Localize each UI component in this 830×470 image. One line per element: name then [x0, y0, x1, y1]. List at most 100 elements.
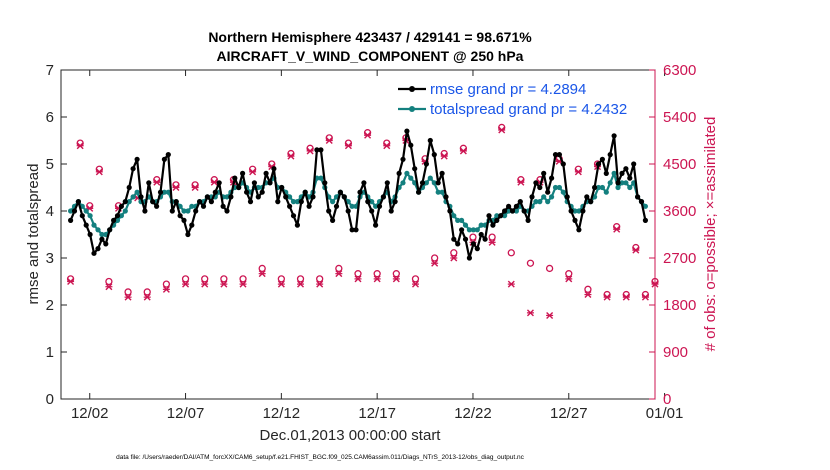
y-left-tick-label: 2 — [46, 297, 54, 314]
rmse-point — [576, 227, 582, 233]
x-axis-label: Dec.01,2013 00:00:00 start — [260, 427, 442, 444]
data-file-footer: data file: /Users/raeder/DAI/ATM_forcXX/… — [116, 454, 525, 461]
rmse-point — [259, 189, 265, 195]
obs-possible-point — [488, 233, 496, 241]
rmse-point — [580, 208, 586, 214]
obs-assimilated-point — [574, 168, 582, 176]
obs-possible-point — [181, 275, 190, 283]
rmse-point — [298, 199, 304, 205]
rmse-point — [173, 199, 179, 205]
rmse-point — [462, 236, 469, 242]
rmse-point — [204, 194, 210, 200]
y-left-tick-label: 3 — [46, 250, 54, 267]
rmse-point — [244, 189, 250, 195]
rmse-point — [599, 156, 606, 162]
totalspread-point — [451, 213, 457, 219]
rmse-point — [455, 241, 461, 247]
obs-assimilated-point — [488, 238, 496, 246]
rmse-point — [541, 170, 547, 176]
totalspread-point — [459, 217, 465, 223]
rmse-point — [240, 170, 246, 176]
rmse-point — [384, 180, 390, 186]
rmse-point — [142, 208, 148, 214]
obs-assimilated-point — [182, 280, 190, 288]
obs-assimilated-point — [450, 254, 458, 262]
rmse-point — [537, 184, 543, 191]
rmse-point — [310, 194, 316, 200]
y-left-axis-label: rmse and totalspread — [25, 164, 42, 305]
rmse-point — [474, 246, 480, 252]
obs-assimilated-point — [622, 293, 630, 301]
totalspread-point — [466, 227, 472, 233]
rmse-point — [584, 194, 590, 200]
obs-possible-point — [162, 280, 171, 288]
chart-title: Northern Hemisphere 423437 / 429141 = 98… — [208, 29, 532, 45]
rmse-point — [353, 227, 359, 233]
rmse-point — [169, 208, 175, 214]
totalspread-point — [431, 180, 437, 186]
rmse-point — [228, 194, 234, 200]
rmse-point — [118, 203, 124, 209]
x-tick-label: 12/12 — [263, 405, 301, 422]
rmse-point — [138, 194, 144, 200]
obs-assimilated-point — [124, 293, 132, 301]
rmse-point — [114, 213, 121, 219]
rmse-point — [150, 199, 156, 205]
rmse-point — [635, 194, 641, 200]
rmse-point — [478, 231, 484, 238]
rmse-point — [595, 161, 602, 167]
totalspread-point — [494, 213, 500, 219]
rmse-point — [486, 213, 492, 219]
rmse-point — [107, 227, 113, 233]
totalspread-point — [400, 180, 406, 186]
totalspread-point — [611, 170, 617, 176]
obs-assimilated-point — [613, 225, 621, 233]
obs-possible-point — [239, 275, 247, 283]
rmse-point — [247, 199, 254, 205]
rmse-point — [502, 208, 508, 214]
rmse-point — [224, 208, 230, 214]
totalspread-point — [552, 184, 559, 191]
obs-assimilated-point — [431, 259, 439, 267]
legend-box — [392, 78, 646, 120]
totalspread-point — [627, 184, 633, 191]
obs-assimilated-point — [364, 131, 372, 139]
rmse-point — [314, 147, 320, 153]
obs-assimilated-point — [546, 311, 554, 319]
totalspread-point — [427, 175, 433, 181]
rmse-point — [404, 128, 410, 134]
rmse-point — [564, 194, 570, 200]
obs-assimilated-point — [67, 278, 75, 285]
rmse-point — [494, 217, 500, 223]
totalspread-point — [330, 199, 336, 205]
obs-possible-point — [545, 264, 554, 273]
totalspread-point — [556, 184, 563, 191]
rmse-point — [177, 213, 183, 219]
rmse-point — [611, 133, 617, 139]
obs-assimilated-point — [641, 293, 649, 301]
rmse-point — [615, 180, 621, 186]
x-tick-label: 12/02 — [71, 405, 109, 422]
x-tick-label: 12/17 — [358, 405, 396, 422]
obs-possible-point — [411, 275, 420, 283]
obs-possible-point — [124, 288, 132, 296]
obs-assimilated-point — [498, 126, 506, 134]
totalspread-point — [369, 199, 375, 205]
rmse-point — [75, 199, 81, 205]
rmse-point — [517, 199, 523, 205]
rmse-point — [423, 161, 429, 167]
rmse-point — [181, 217, 187, 223]
y-right-tick-label: 4500 — [663, 156, 696, 173]
rmse-point — [91, 250, 97, 256]
obs-possible-point — [373, 270, 381, 278]
totalspread-point — [599, 184, 606, 191]
totalspread-point — [576, 208, 582, 214]
rmse-point — [290, 213, 297, 219]
rmse-point — [318, 147, 324, 153]
totalspread-point — [114, 217, 121, 223]
obs-assimilated-point — [383, 142, 391, 150]
obs-possible-point — [565, 270, 573, 278]
y-left-tick-label: 0 — [46, 391, 54, 408]
obs-assimilated-point — [344, 142, 352, 150]
obs-assimilated-point — [105, 283, 113, 291]
